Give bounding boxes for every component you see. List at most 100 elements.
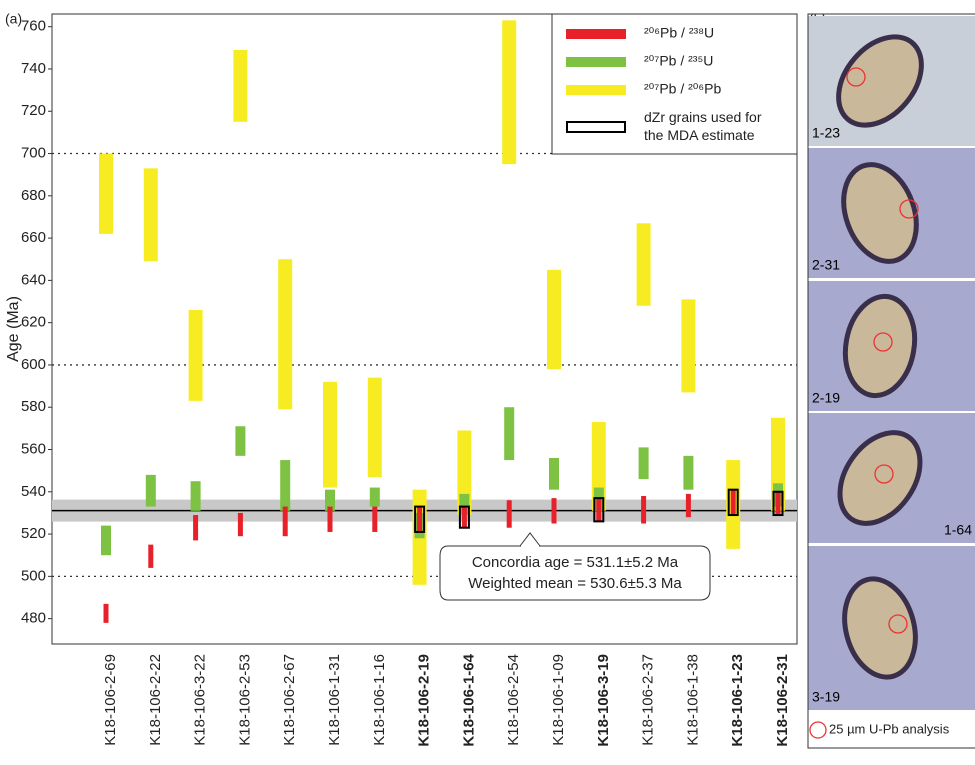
analysis-spot [846, 67, 866, 87]
y-tick-label: 600 [21, 356, 46, 373]
y-tick-label: 740 [21, 60, 46, 77]
x-tick-label: K18-106-2-19 [416, 654, 433, 747]
x-tick-label: K18-106-1-23 [729, 654, 746, 747]
image-label: 2-31 [812, 257, 840, 273]
panel-frame [807, 13, 975, 749]
x-tick-label: K18-106-2-37 [640, 654, 657, 746]
analysis-spot [899, 199, 919, 219]
annotation-box [439, 532, 711, 601]
y-tick-label: 540 [21, 483, 46, 500]
legend-swatch [566, 57, 626, 67]
y-tick-label: 580 [21, 398, 46, 415]
y-tick-label: 520 [21, 525, 46, 542]
legend-bg [808, 712, 975, 748]
legend-label: ²⁰⁶Pb / ²³⁸U [644, 25, 714, 41]
x-tick-label: K18-106-1-09 [550, 654, 567, 746]
legend-label: ²⁰⁷Pb / ²⁰⁶Pb [644, 81, 722, 97]
range-bar [775, 491, 781, 516]
x-tick-label: K18-106-1-16 [371, 654, 388, 746]
range-bar [188, 309, 203, 401]
y-tick-label: 660 [21, 229, 46, 246]
analysis-spot [873, 332, 893, 352]
x-tick-label: K18-106-2-53 [236, 654, 253, 746]
range-bar [233, 49, 248, 122]
range-bar [551, 498, 557, 524]
range-bar [237, 512, 243, 537]
y-tick-label: 620 [21, 314, 46, 331]
grain [842, 293, 918, 399]
image-label: 3-19 [812, 689, 840, 705]
range-bar [372, 506, 378, 532]
range-bar [143, 168, 158, 262]
image-label: 1-23 [812, 125, 840, 141]
range-bar [99, 153, 113, 234]
range-bar [190, 481, 201, 511]
mda-box [772, 490, 784, 517]
range-bar [685, 493, 691, 518]
range-bar [417, 506, 423, 532]
range-bar [730, 489, 736, 516]
analysis-spot [874, 464, 894, 484]
range-bar [278, 259, 293, 410]
range-bar [459, 493, 470, 516]
annotation-gap [521, 545, 539, 548]
annotation: Concordia age = 531.1±5.2 Ma [472, 554, 679, 571]
range-bar [681, 299, 696, 393]
analysis-spot [888, 614, 908, 634]
legend-swatch [566, 121, 626, 133]
y-tick-label: 500 [21, 567, 46, 584]
x-tick-label: K18-106-2-67 [281, 654, 298, 746]
y-tick-label: 700 [21, 144, 46, 161]
range-bar [235, 426, 246, 456]
range-bar [369, 487, 380, 507]
grain [836, 34, 924, 128]
range-bar [101, 525, 111, 556]
x-tick-label: K18-106-3-22 [192, 654, 209, 746]
range-bar [504, 407, 515, 461]
range-bar [148, 544, 154, 568]
y-axis-label: Age (Ma) [5, 296, 22, 362]
range-bar [461, 506, 467, 528]
range-bar [596, 498, 602, 522]
range-bar [280, 460, 291, 511]
range-bar [636, 223, 651, 306]
y-tick-label: 560 [21, 440, 46, 457]
annotation: Weighted mean = 530.6±5.3 Ma [468, 575, 682, 592]
range-bar [145, 474, 156, 507]
range-bar [641, 496, 647, 524]
range-bar [193, 515, 199, 541]
range-bar [502, 20, 517, 165]
x-tick-label: K18-106-1-64 [460, 653, 477, 746]
y-tick-label: 480 [21, 610, 46, 627]
range-bar [103, 603, 109, 623]
mda-box [593, 497, 605, 523]
mda-box [727, 488, 739, 517]
legend-label: dZr grains used for the MDA estimate [644, 109, 762, 143]
x-tick-label: K18-106-2-69 [102, 654, 119, 746]
legend-swatch [566, 85, 626, 95]
range-bar [327, 506, 333, 532]
image-legend: 25 µm U-Pb analysis [829, 721, 950, 736]
x-tick-label: K18-106-2-54 [505, 654, 522, 746]
y-tick-label: 640 [21, 271, 46, 288]
range-bar [323, 381, 337, 488]
range-bar [683, 455, 694, 490]
range-bar [282, 506, 288, 537]
legend-line: the MDA estimate [644, 127, 755, 143]
x-tick-label: K18-106-1-31 [326, 654, 343, 746]
y-tick-label: 680 [21, 187, 46, 204]
y-tick-label: 760 [21, 18, 46, 35]
legend-label: ²⁰⁷Pb / ²³⁵U [644, 53, 713, 69]
y-tick-label: 720 [21, 102, 46, 119]
image-panel: 1-23 2-31 2-19 1-64 3-19 25 µm U-Pb analysis [808, 16, 975, 748]
range-bar [367, 377, 382, 477]
grain [842, 576, 918, 680]
legend-line: dZr grains used for [644, 109, 762, 125]
range-bar [547, 269, 561, 370]
panel-label: (a) [5, 11, 22, 27]
x-tick-label: K18-106-3-19 [595, 654, 612, 747]
legend-swatch [566, 29, 626, 39]
x-tick-label: K18-106-2-22 [147, 654, 164, 746]
range-bar [325, 489, 335, 511]
